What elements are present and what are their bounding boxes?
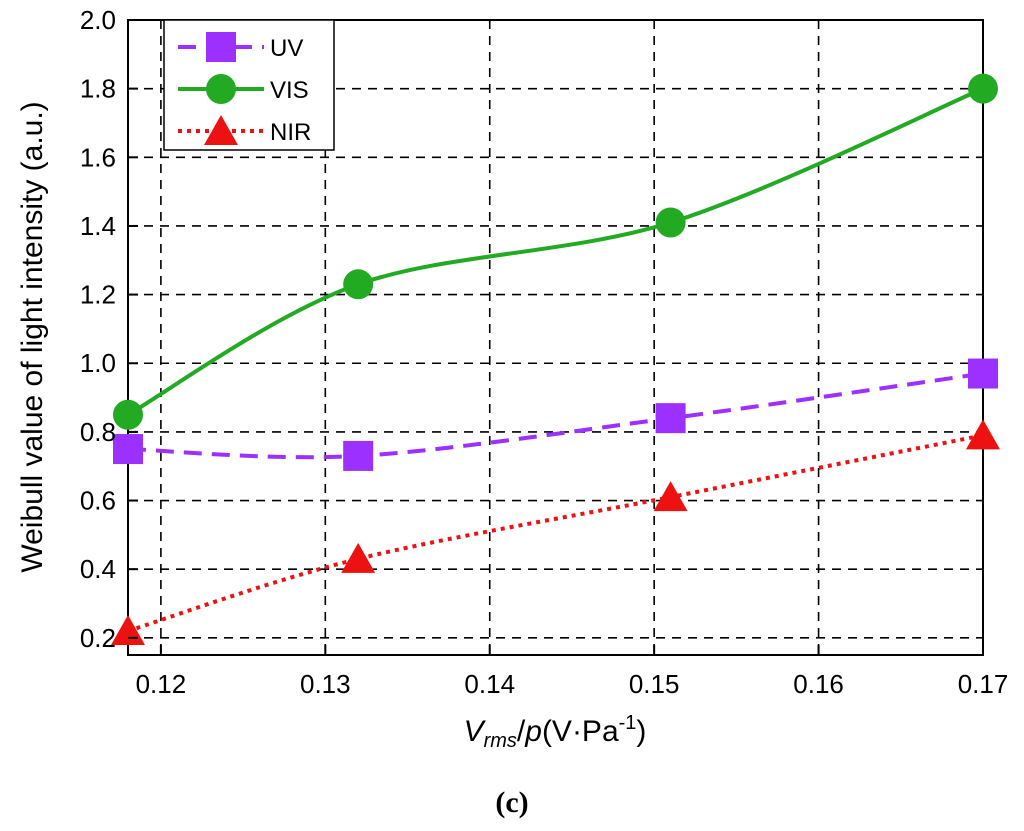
data-point-nir — [966, 419, 1000, 450]
x-axis-ticks: 0.12 0.13 0.14 0.15 0.16 0.17 — [136, 645, 1009, 699]
x-tick-label: 0.17 — [958, 669, 1009, 699]
data-point-vis — [655, 207, 686, 238]
data-point-vis — [113, 399, 143, 430]
y-tick-label: 1.6 — [80, 142, 116, 172]
data-point-nir — [341, 542, 376, 573]
series-line-vis — [127, 86, 984, 417]
y-tick-label: 1.8 — [80, 74, 116, 104]
data-point-uv — [343, 440, 374, 471]
data-point-vis — [968, 73, 998, 104]
x-tick-label: 0.13 — [300, 669, 351, 699]
x-axis-label-unit: (V·Pa — [542, 715, 619, 748]
y-tick-label: 0.2 — [80, 623, 116, 653]
legend: UV VIS NIR — [163, 19, 335, 151]
x-axis-label-p: p — [524, 715, 542, 748]
x-tick-label: 0.15 — [629, 669, 680, 699]
data-point-nir — [653, 481, 688, 512]
legend-label-vis: VIS — [270, 77, 309, 104]
legend-marker-uv — [206, 32, 236, 62]
legend-entry-uv: UV — [178, 32, 303, 62]
x-axis-label-superscript: -1 — [619, 712, 637, 734]
x-tick-label: 0.14 — [464, 669, 515, 699]
data-point-uv — [113, 434, 143, 465]
data-point-vis — [343, 269, 374, 300]
series-vis — [113, 73, 998, 430]
series-uv — [113, 358, 998, 471]
y-tick-label: 2.0 — [80, 5, 116, 35]
legend-label-uv: UV — [270, 35, 303, 62]
y-axis-label: Weibull value of light intensity (a.u.) — [16, 101, 49, 572]
x-axis-label-v: V — [464, 715, 487, 748]
y-tick-label: 0.4 — [80, 554, 116, 584]
legend-entry-vis: VIS — [178, 74, 309, 104]
y-tick-label: 1.0 — [80, 348, 116, 378]
x-tick-label: 0.16 — [793, 669, 844, 699]
series-line-nir — [127, 433, 984, 633]
x-axis-label: Vrms/p(V·Pa-1) — [464, 712, 647, 752]
series-nir — [111, 419, 1000, 645]
plot-frame — [127, 19, 984, 656]
legend-marker-vis — [206, 74, 236, 104]
x-tick-label: 0.12 — [136, 669, 187, 699]
figure-caption: (c) — [495, 786, 528, 819]
x-axis-label-subscript: rms — [484, 730, 517, 752]
series — [111, 73, 1000, 645]
data-point-uv — [655, 403, 686, 434]
y-tick-label: 0.6 — [80, 486, 116, 516]
legend-entry-nir: NIR — [178, 115, 311, 146]
legend-marker-nir — [204, 115, 238, 145]
y-tick-label: 1.2 — [80, 280, 116, 310]
data-point-uv — [968, 358, 998, 389]
y-tick-label: 0.8 — [80, 417, 116, 447]
legend-box — [163, 19, 335, 151]
x-axis-label-slash: / — [517, 715, 526, 748]
data-point-nir — [111, 614, 145, 645]
y-axis-ticks: 0.2 0.4 0.6 0.8 1.0 1.2 1.4 1.6 1.8 2.0 — [80, 5, 138, 653]
y-tick-label: 1.4 — [80, 211, 116, 241]
x-axis-label-unit-close: ) — [636, 715, 646, 748]
series-line-uv — [127, 371, 984, 460]
legend-label-nir: NIR — [270, 119, 311, 146]
